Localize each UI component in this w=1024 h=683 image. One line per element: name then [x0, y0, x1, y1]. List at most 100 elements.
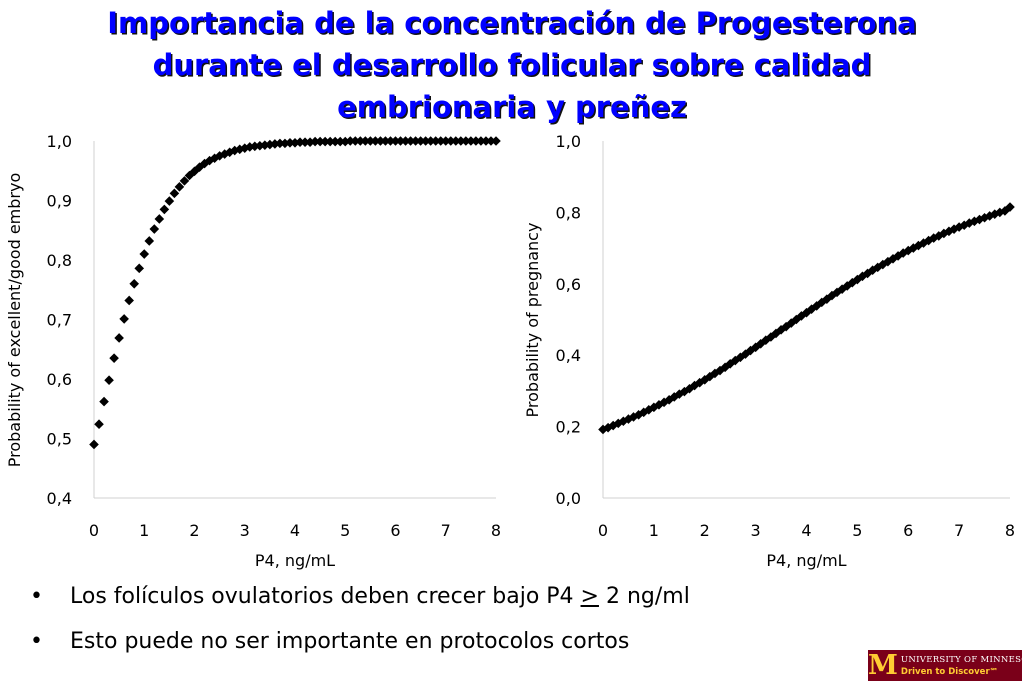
pregnancy-data-point [1005, 202, 1015, 212]
embryo-data-point [159, 204, 170, 215]
embryo-data-point [335, 136, 346, 147]
embryo-data-point [244, 142, 255, 152]
pregnancy-data-point [928, 233, 939, 243]
embryo-data-point [164, 196, 175, 206]
embryo-data-point [390, 136, 401, 146]
pregnancy-y-tick-label: 0,0 [556, 489, 581, 508]
embryo-data-point [410, 136, 421, 146]
embryo-data-point [330, 136, 340, 147]
pregnancy-data-point [674, 389, 685, 399]
embryo-data-point [360, 136, 371, 146]
embryo-data-point [481, 136, 491, 146]
pregnancy-data-point [852, 274, 863, 285]
university-name: UNIVERSITY OF MINNESOTA [900, 654, 1024, 665]
embryo-data-point [139, 249, 150, 259]
pregnancy-data-point [979, 212, 990, 223]
embryo-data-point [194, 162, 205, 172]
embryo-data-point [275, 138, 285, 149]
title-line-1: Importancia de la concentración de Proge… [107, 6, 917, 40]
embryo-y-tick-label: 0,6 [47, 370, 72, 389]
pregnancy-data-point [878, 259, 888, 270]
pregnancy-y-tick-label: 0,8 [556, 203, 581, 222]
title-line-2: durante el desarrollo folicular sobre ca… [152, 48, 872, 82]
embryo-y-tick-label: 0,8 [47, 251, 72, 270]
title-line-3: embrionaria y preñez [337, 90, 687, 124]
embryo-data-point [144, 236, 155, 246]
embryo-data-point [445, 136, 456, 146]
embryo-x-tick-label: 3 [240, 521, 250, 540]
embryo-data-point [345, 136, 356, 146]
embryo-data-point [149, 224, 160, 234]
bullet-list: • Los folículos ovulatorios deben crecer… [28, 585, 828, 675]
greater-equal-symbol: > [580, 584, 599, 609]
pregnancy-y-tick-label: 0,2 [556, 418, 581, 437]
embryo-y-tick-label: 0,4 [47, 489, 72, 508]
pregnancy-x-tick-label: 6 [903, 521, 913, 540]
embryo-data-point [415, 136, 426, 146]
embryo-data-point [440, 136, 451, 146]
pregnancy-data-point [725, 358, 735, 369]
embryo-data-point [169, 188, 180, 199]
pregnancy-x-tick-label: 2 [700, 521, 710, 540]
pregnancy-data-point [954, 222, 964, 232]
pregnancy-x-tick-label: 3 [751, 521, 761, 540]
pregnancy-data-point [776, 325, 786, 335]
embryo-data-point [104, 375, 114, 385]
embryo-data-point [129, 279, 139, 289]
pregnancy-y-tick-label: 1,0 [556, 132, 581, 151]
embryo-y-tick-label: 0,7 [47, 311, 72, 330]
embryo-data-point [119, 314, 129, 324]
embryo-x-tick-label: 6 [390, 521, 400, 540]
embryo-y-tick-label: 0,5 [47, 430, 72, 449]
university-logo: M UNIVERSITY OF MINNESOTA Driven to Disc… [868, 650, 1024, 681]
pregnancy-data-point [903, 245, 914, 256]
pregnancy-data-point [623, 414, 634, 424]
embryo-data-point [134, 263, 145, 274]
embryo-data-point [466, 136, 476, 146]
embryo-data-point [295, 137, 305, 147]
embryo-data-point [124, 295, 134, 306]
embryo-x-tick-label: 7 [441, 521, 451, 540]
embryo-data-point [425, 136, 436, 146]
embryo-x-tick-label: 4 [290, 521, 300, 540]
pregnancy-y-axis-title: Probability of pregnancy [523, 223, 542, 418]
pregnancy-data-point [898, 248, 908, 258]
embryo-data-point [461, 136, 471, 146]
embryo-data-point [350, 136, 361, 146]
embryo-data-point [476, 136, 486, 146]
embryo-data-point [94, 419, 104, 430]
pregnancy-data-point [598, 424, 608, 435]
embryo-data-point [229, 145, 240, 156]
pregnancy-y-tick-label: 0,6 [556, 275, 581, 294]
embryo-data-point [315, 136, 325, 147]
pregnancy-data-point [949, 224, 959, 234]
embryo-data-point [250, 141, 260, 152]
embryo-data-point [365, 136, 376, 146]
bullet-item-2: • Esto puede no ser importante en protoc… [28, 630, 828, 654]
bullet-1-text-end: 2 ng/ml [598, 584, 690, 609]
embryo-x-axis-title: P4, ng/mL [255, 551, 335, 570]
embryo-data-point [435, 136, 446, 146]
embryo-data-point [451, 136, 461, 146]
pregnancy-x-tick-label: 7 [954, 521, 964, 540]
pregnancy-data-point [771, 328, 781, 339]
pregnancy-x-axis-title: P4, ng/mL [766, 551, 846, 570]
pregnancy-x-tick-label: 1 [649, 521, 659, 540]
slide-title: Importancia de la concentración de Proge… [20, 2, 1004, 128]
embryo-data-point [491, 136, 501, 146]
embryo-data-point [89, 439, 99, 450]
embryo-data-point [380, 136, 391, 146]
embryo-data-point [224, 147, 235, 158]
pregnancy-data-point [699, 375, 710, 385]
embryo-x-tick-label: 0 [89, 521, 99, 540]
embryo-data-point [456, 136, 466, 146]
embryo-data-point [179, 176, 190, 186]
bullet-2-text: Esto puede no ser importante en protocol… [70, 629, 630, 654]
embryo-data-point [109, 353, 119, 363]
embryo-data-point [270, 139, 280, 149]
pregnancy-x-tick-label: 5 [852, 521, 862, 540]
bullet-item-1: • Los folículos ovulatorios deben crecer… [28, 585, 828, 609]
embryo-data-point [385, 136, 396, 146]
pregnancy-data-point [827, 290, 837, 301]
pregnancy-data-point [847, 277, 858, 288]
